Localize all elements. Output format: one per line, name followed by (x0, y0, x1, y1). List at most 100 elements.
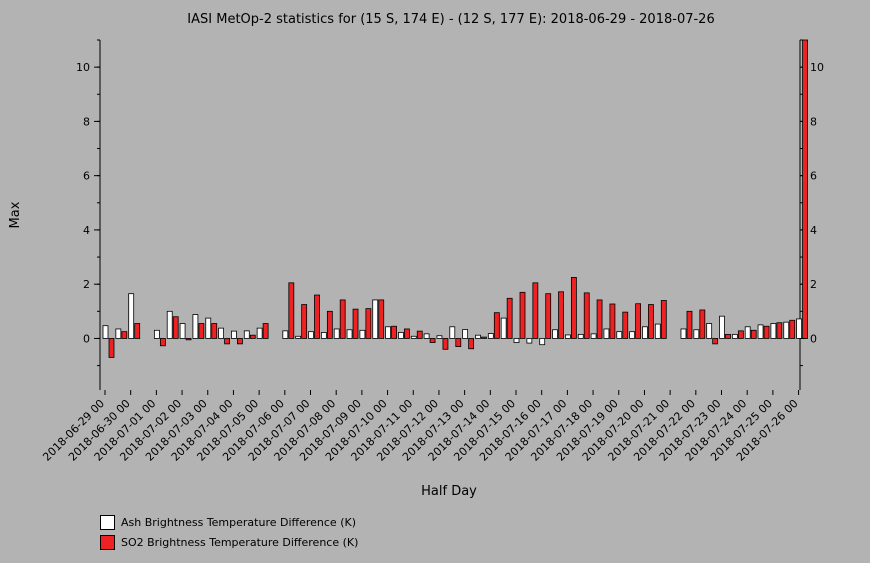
bar-so2 (596, 299, 603, 339)
y-tick-label-right: 8 (810, 115, 817, 128)
bar-ash (231, 330, 237, 339)
bar-so2 (609, 303, 616, 339)
bar-ash (128, 293, 135, 339)
bar-ash (603, 328, 610, 339)
bar-ash (462, 329, 469, 339)
bar-so2 (763, 325, 770, 339)
legend-label-so2: SO2 Brightness Temperature Difference (K… (121, 535, 359, 549)
bar-so2 (442, 338, 449, 350)
bar-ash (410, 335, 417, 339)
bar-ash (487, 333, 494, 339)
bar-ash (449, 326, 456, 339)
bar-so2 (134, 323, 141, 339)
bar-so2 (660, 300, 667, 339)
bar-so2 (776, 322, 783, 339)
bar-so2 (237, 338, 243, 345)
bar-ash (346, 329, 353, 339)
bar-so2 (378, 299, 385, 339)
bar-ash (552, 329, 558, 339)
bar-so2 (301, 304, 308, 339)
bar-ash (539, 338, 546, 346)
bar-ash (475, 334, 481, 339)
legend: Ash Brightness Temperature Difference (K… (100, 512, 358, 552)
y-tick-label-left: 6 (83, 170, 90, 183)
bar-ash (693, 329, 700, 339)
y-tick-label-right: 10 (810, 61, 824, 74)
legend-item-so2: SO2 Brightness Temperature Difference (K… (100, 532, 358, 552)
bar-ash (719, 315, 725, 339)
bar-ash (153, 329, 160, 339)
bar-ash (642, 326, 648, 339)
bar-so2 (121, 331, 128, 339)
bar-ash (564, 334, 571, 339)
y-tick-label-right: 4 (810, 224, 817, 237)
bar-so2 (455, 338, 462, 347)
legend-label-ash: Ash Brightness Temperature Difference (K… (121, 515, 356, 529)
bar-so2 (314, 294, 320, 339)
legend-swatch-ash (100, 514, 115, 530)
bar-so2 (288, 282, 295, 339)
bar-so2 (326, 310, 333, 339)
bar-ash (436, 335, 443, 339)
bar-so2 (108, 338, 115, 358)
bar-so2 (545, 293, 552, 339)
bar-so2 (532, 282, 539, 339)
bar-ash (282, 330, 289, 339)
bar-so2 (583, 292, 590, 339)
bar-so2 (750, 329, 757, 339)
y-tick-label-right: 0 (810, 332, 817, 345)
bar-so2 (185, 338, 192, 341)
y-tick-label-left: 8 (83, 115, 90, 128)
y-tick-label-right: 6 (810, 170, 817, 183)
bar-so2 (481, 336, 487, 339)
bar-ash (680, 328, 687, 339)
bar-ash (192, 314, 199, 339)
bar-ash (243, 330, 250, 339)
bar-so2 (570, 277, 577, 339)
bar-so2 (789, 319, 796, 339)
bar-ash (706, 323, 713, 339)
bar-ash (783, 321, 790, 339)
bar-so2 (622, 311, 629, 339)
bar-so2 (429, 338, 436, 343)
bar-so2 (686, 310, 693, 339)
y-tick-label-left: 2 (83, 278, 90, 291)
bar-so2 (725, 333, 731, 339)
bar-ash (770, 323, 777, 339)
bar-ash (629, 331, 636, 339)
bar-ash (500, 317, 507, 339)
bar-so2 (352, 308, 359, 339)
bar-so2 (558, 291, 564, 339)
bar-ash (166, 310, 173, 339)
bar-so2 (172, 316, 179, 339)
bar-ash (179, 323, 186, 339)
bar-so2 (648, 304, 654, 339)
bar-so2 (699, 309, 706, 339)
bar-so2 (339, 299, 346, 339)
bar-ash (577, 333, 584, 339)
bar-so2 (468, 338, 475, 350)
bar-so2 (635, 303, 642, 339)
chart-title: IASI MetOp-2 statistics for (15 S, 174 E… (187, 12, 714, 27)
legend-swatch-so2 (100, 534, 115, 550)
bar-so2 (365, 308, 372, 339)
bar-ash (308, 331, 314, 339)
bar-ash (796, 318, 802, 339)
bar-so2 (198, 323, 205, 339)
bar-ash (744, 326, 751, 339)
bar-ash (654, 323, 661, 339)
bar-so2 (211, 323, 218, 339)
bar-so2 (712, 338, 719, 345)
bar-ash (115, 328, 122, 339)
bar-ash (423, 333, 430, 339)
y-tick-label-left: 10 (76, 61, 90, 74)
bar-so2 (404, 328, 410, 339)
bar-so2 (391, 325, 397, 339)
bar-ash (320, 332, 327, 339)
bar-so2 (802, 39, 808, 339)
bar-ash (102, 325, 109, 339)
bar-so2 (416, 330, 423, 339)
y-axis-label: Max (8, 201, 23, 228)
